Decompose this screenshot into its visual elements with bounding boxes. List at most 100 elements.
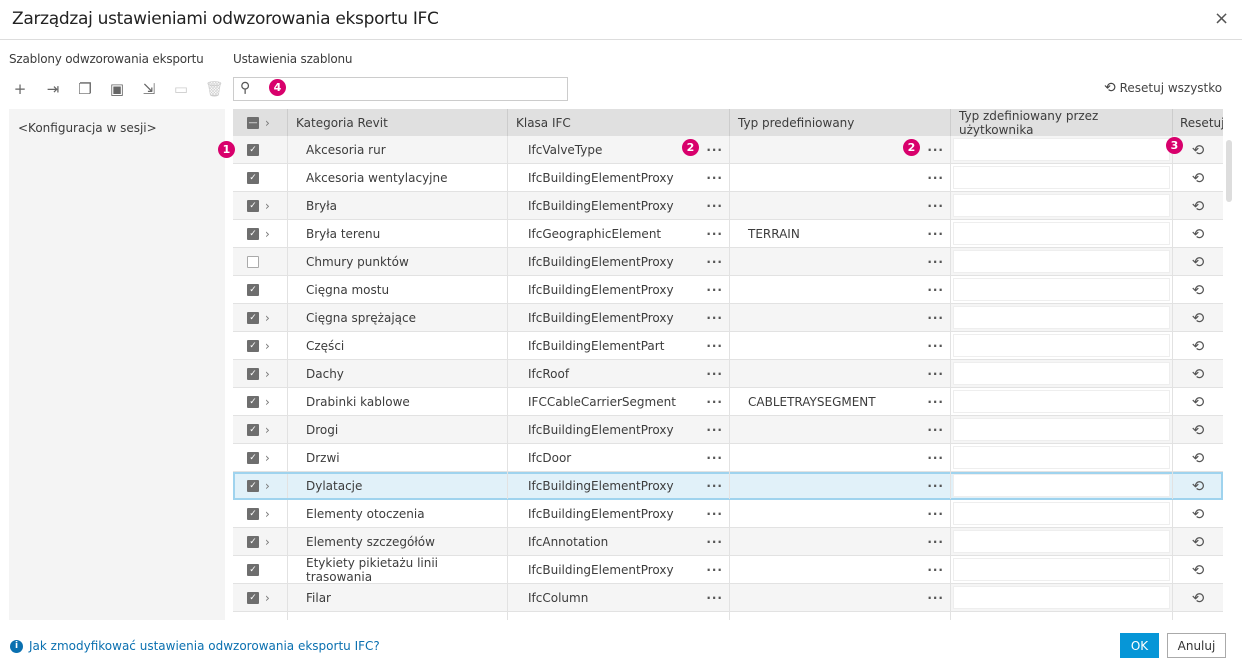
row-checkbox[interactable]: ✓	[247, 591, 259, 604]
reset-cell[interactable]: ⟲	[1172, 472, 1223, 499]
predefined-type-cell[interactable]: ···	[729, 192, 950, 219]
more-options-icon[interactable]: ···	[927, 534, 944, 549]
more-options-icon[interactable]: ···	[706, 590, 723, 605]
chevron-right-icon[interactable]: ›	[265, 478, 270, 493]
chevron-right-icon[interactable]: ›	[265, 366, 270, 381]
predefined-type-cell[interactable]: ···	[729, 136, 950, 163]
more-options-icon[interactable]: ···	[927, 226, 944, 241]
row-checkbox[interactable]: ✓	[247, 479, 259, 492]
ifc-class-cell[interactable]: IfcBuildingElementProxy ···	[507, 164, 729, 191]
more-options-icon[interactable]: ···	[927, 450, 944, 465]
user-type-input[interactable]	[953, 474, 1170, 497]
ifc-class-cell[interactable]: IfcBuildingElementProxy ···	[507, 500, 729, 527]
more-options-icon[interactable]: ···	[927, 198, 944, 213]
user-type-cell[interactable]	[950, 248, 1172, 275]
ifc-class-cell[interactable]: IfcBuildingElementProxy ···	[507, 192, 729, 219]
reset-history-icon[interactable]: ⟲	[1191, 420, 1205, 439]
reset-cell[interactable]: ⟲	[1172, 584, 1223, 611]
predefined-type-cell[interactable]: CABLETRAYSEGMENT ···	[729, 388, 950, 415]
ifc-class-cell[interactable]: IfcBuildingElementProxy ···	[507, 276, 729, 303]
table-row[interactable]: ✓ › Części IfcBuildingElementPart ··· ··· …	[233, 332, 1223, 360]
predefined-type-cell[interactable]: ···	[729, 584, 950, 611]
table-row[interactable]: ✓ Akcesoria rur IfcValveType ··· ··· ⟲	[233, 136, 1223, 164]
reset-history-icon[interactable]: ⟲	[1191, 532, 1205, 551]
save-icon[interactable]: ▣	[109, 80, 125, 98]
chevron-right-icon[interactable]: ›	[265, 198, 270, 213]
table-row[interactable]: ✓ › Dylatacje IfcBuildingElementProxy ··· …	[233, 472, 1223, 500]
user-type-cell[interactable]	[950, 500, 1172, 527]
chevron-right-icon[interactable]: ›	[265, 310, 270, 325]
user-type-cell[interactable]	[950, 556, 1172, 583]
search-field[interactable]	[262, 81, 562, 97]
user-type-input[interactable]	[953, 194, 1170, 217]
reset-cell[interactable]: ⟲	[1172, 416, 1223, 443]
more-options-icon[interactable]: ···	[927, 394, 944, 409]
reset-history-icon[interactable]: ⟲	[1191, 448, 1205, 467]
user-type-input[interactable]	[953, 278, 1170, 301]
row-checkbox[interactable]	[247, 255, 259, 268]
reset-history-icon[interactable]: ⟲	[1191, 252, 1205, 271]
header-predefined-type[interactable]: Typ predefiniowany	[729, 109, 950, 136]
row-checkbox[interactable]: ✓	[247, 283, 259, 296]
table-row[interactable]: ✓ Cięgna mostu IfcBuildingElementProxy ··…	[233, 276, 1223, 304]
reset-cell[interactable]: ⟲	[1172, 528, 1223, 555]
row-checkbox[interactable]: ✓	[247, 507, 259, 520]
more-options-icon[interactable]: ···	[927, 310, 944, 325]
predefined-type-cell[interactable]: ···	[729, 276, 950, 303]
reset-history-icon[interactable]: ⟲	[1191, 336, 1205, 355]
user-type-input[interactable]	[953, 334, 1170, 357]
more-options-icon[interactable]: ···	[706, 366, 723, 381]
more-options-icon[interactable]: ···	[706, 506, 723, 521]
reset-history-icon[interactable]: ⟲	[1191, 224, 1205, 243]
reset-history-icon[interactable]: ⟲	[1191, 280, 1205, 299]
user-type-cell[interactable]	[950, 192, 1172, 219]
chevron-right-icon[interactable]: ›	[265, 422, 270, 437]
user-type-input[interactable]	[953, 586, 1170, 609]
table-row[interactable]: ✓ › Cięgna sprężające IfcBuildingElementP…	[233, 304, 1223, 332]
user-type-input[interactable]	[953, 138, 1170, 161]
row-checkbox[interactable]	[247, 619, 259, 620]
user-type-cell[interactable]	[950, 332, 1172, 359]
more-options-icon[interactable]: ···	[927, 562, 944, 577]
more-options-icon[interactable]: ···	[927, 422, 944, 437]
user-type-input[interactable]	[953, 306, 1170, 329]
copy-icon[interactable]: ❐	[78, 80, 92, 98]
ifc-class-cell[interactable]: IfcBuildingElementProxy ···	[507, 472, 729, 499]
more-options-icon[interactable]: ···	[927, 478, 944, 493]
more-options-icon[interactable]: ···	[706, 394, 723, 409]
ifc-class-cell[interactable]: IfcGeographicElement ···	[507, 220, 729, 247]
ifc-class-cell[interactable]: IfcBuildingElementProxy ···	[507, 304, 729, 331]
row-checkbox[interactable]: ✓	[247, 395, 259, 408]
close-icon[interactable]: ×	[1214, 8, 1230, 29]
reset-cell[interactable]: ⟲	[1172, 304, 1223, 331]
more-options-icon[interactable]: ···	[706, 534, 723, 549]
user-type-cell[interactable]	[950, 360, 1172, 387]
reset-history-icon[interactable]: ⟲	[1191, 140, 1205, 159]
user-type-cell[interactable]	[950, 276, 1172, 303]
more-options-icon[interactable]: ···	[927, 170, 944, 185]
table-row[interactable]: ✓ › Drabinki kablowe IFCCableCarrierSegme…	[233, 388, 1223, 416]
plus-icon[interactable]: +	[13, 80, 27, 98]
row-checkbox[interactable]: ✓	[247, 367, 259, 380]
predefined-type-cell[interactable]: ···	[729, 528, 950, 555]
row-checkbox[interactable]: ✓	[247, 311, 259, 324]
user-type-input[interactable]	[953, 166, 1170, 189]
table-row[interactable]: ✓ Akcesoria wentylacyjne IfcBuildingElem…	[233, 164, 1223, 192]
ifc-class-cell[interactable]: IfcBuildingElementPart ···	[507, 332, 729, 359]
help-link-text[interactable]: Jak zmodyfikować ustawienia odwzorowania…	[29, 639, 380, 653]
table-row[interactable]: ✓ › Dachy IfcRoof ··· ··· ⟲	[233, 360, 1223, 388]
ifc-class-cell[interactable]: IfcBuildingElementProxy ···	[507, 248, 729, 275]
reset-history-icon[interactable]: ⟲	[1191, 168, 1205, 187]
user-type-cell[interactable]	[950, 444, 1172, 471]
table-row[interactable]: Chmury punktów IfcBuildingElementProxy ··…	[233, 248, 1223, 276]
more-options-icon[interactable]: ···	[706, 338, 723, 353]
ifc-class-cell[interactable]: IfcRoof ···	[507, 360, 729, 387]
more-options-icon[interactable]: ···	[706, 254, 723, 269]
ok-button[interactable]: OK	[1120, 633, 1159, 658]
more-options-icon[interactable]: ···	[706, 310, 723, 325]
cancel-button[interactable]: Anuluj	[1167, 633, 1226, 658]
reset-cell[interactable]: ⟲	[1172, 220, 1223, 247]
table-row[interactable]: ✓ › Drogi IfcBuildingElementProxy ··· ··· …	[233, 416, 1223, 444]
user-type-input[interactable]	[953, 390, 1170, 413]
table-row[interactable]: ✓ › Elementy otoczenia IfcBuildingElement…	[233, 500, 1223, 528]
